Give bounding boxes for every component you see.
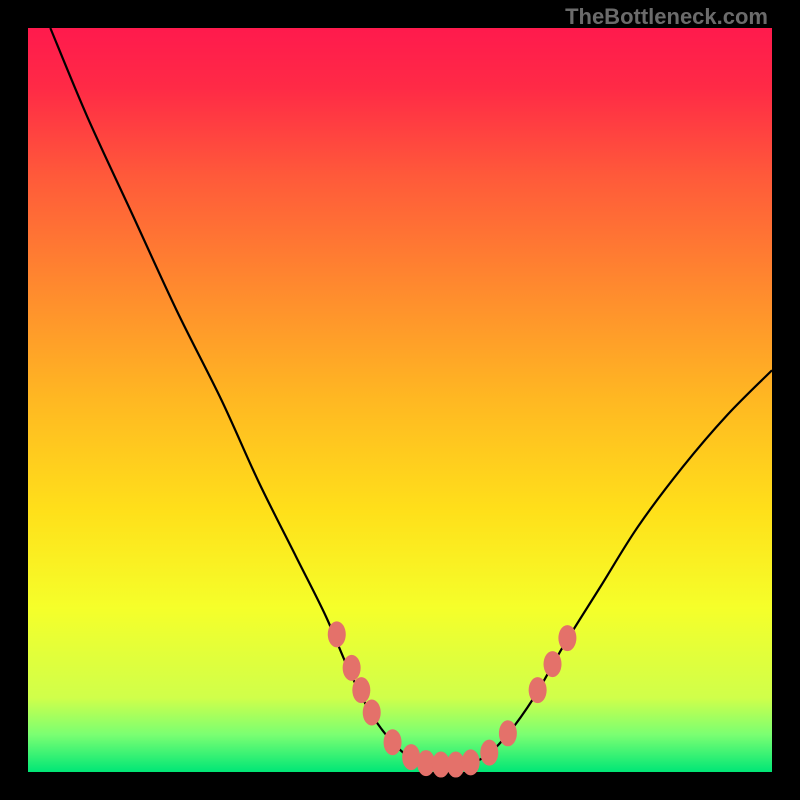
plot-background (28, 28, 772, 772)
curve-marker (462, 749, 480, 775)
curve-marker (328, 621, 346, 647)
curve-marker (363, 699, 381, 725)
curve-marker (558, 625, 576, 651)
curve-marker (343, 655, 361, 681)
bottleneck-chart (0, 0, 800, 800)
curve-marker (352, 677, 370, 703)
curve-marker (499, 720, 517, 746)
curve-marker (529, 677, 547, 703)
curve-marker (480, 740, 498, 766)
watermark-text: TheBottleneck.com (565, 4, 768, 30)
curve-marker (544, 651, 562, 677)
curve-marker (384, 729, 402, 755)
